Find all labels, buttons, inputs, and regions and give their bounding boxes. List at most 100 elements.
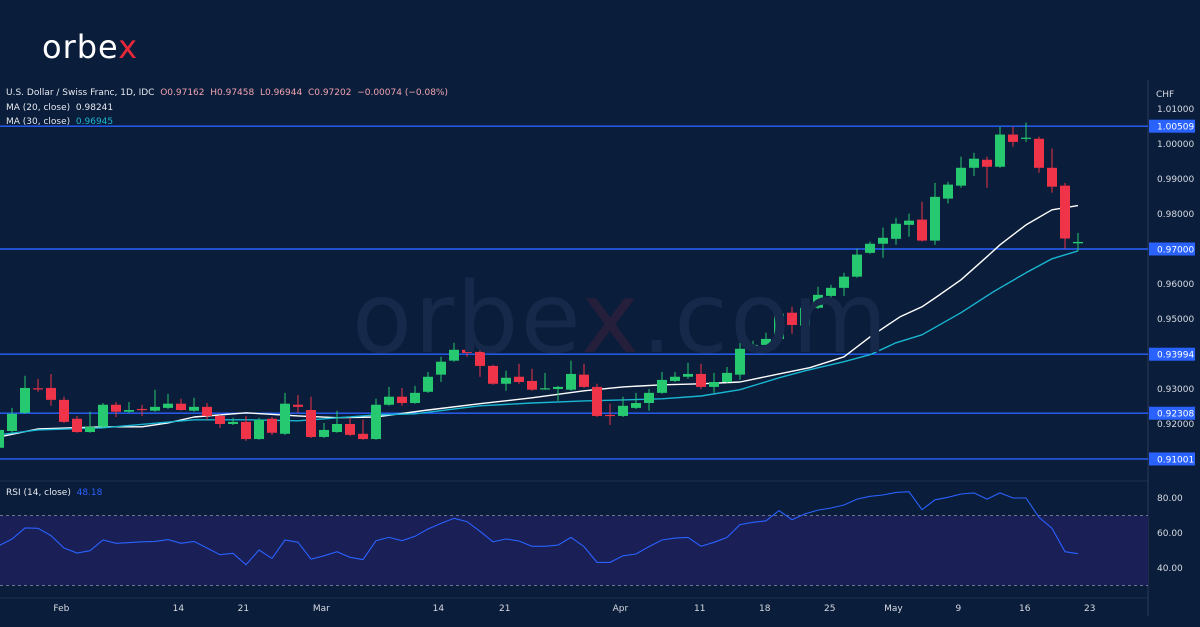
candle-body [605,414,615,417]
candle-body [7,413,17,431]
candle-body [956,167,966,186]
candle-body [59,399,69,422]
candle [176,398,186,411]
ma30-legend: MA (30, close) 0.96945 [6,117,113,127]
candle [358,419,368,440]
candle [800,300,810,333]
candle-body [501,377,511,384]
time-tick-label: Feb [53,604,69,614]
candle [241,415,251,441]
candle-body [1021,137,1031,139]
candle [891,217,901,245]
candle [852,248,862,278]
symbol-name: U.S. Dollar / Swiss Franc, 1D, IDC [6,88,155,98]
candle-body [839,276,849,288]
candle-body [124,410,134,412]
candle [631,392,641,409]
candle-body [670,376,680,381]
time-tick-label: 18 [759,604,771,614]
candle [319,422,329,438]
ohlc-change: −0.00074 (−0.08%) [357,88,448,98]
candle-body [137,408,147,411]
ma20-legend: MA (20, close) 0.98241 [6,103,113,113]
candle-body [696,373,706,387]
candle [735,342,745,380]
candle-body [163,403,173,408]
candle-body [1047,167,1057,187]
candle-body [189,406,199,411]
candle-body [709,382,719,387]
price-tick-label: 0.96000 [1157,280,1194,290]
rsi-label: RSI (14, close) [6,488,71,498]
candle-body [410,392,420,403]
candle-body [150,406,160,411]
candle [449,342,459,362]
candle-body [683,373,693,377]
rsi-legend: RSI (14, close) 48.18 [6,488,102,498]
candle-body [852,254,862,277]
candle [254,417,264,440]
candle-body [722,372,732,382]
candle [1047,148,1057,193]
ohlc-low: L0.96944 [259,88,303,98]
candle-body [488,365,498,384]
candle [462,332,472,357]
candle [748,340,758,349]
ma20-label: MA (20, close) [6,103,71,113]
candle [488,364,498,385]
candle [1021,122,1031,142]
time-tick-label: 14 [173,604,185,614]
candle-body [761,338,771,345]
candle [956,156,966,188]
candle-body [215,415,225,424]
candle-body [228,421,238,424]
candle-body [319,429,329,437]
candle [813,286,823,309]
level-price-badge [1149,452,1195,466]
price-tick-label: 0.95000 [1157,315,1194,325]
price-tick-label: 0.93000 [1157,385,1194,395]
candle [761,332,771,346]
candle-body [72,418,82,433]
candle-body [566,373,576,390]
price-tick-label: 0.98000 [1157,210,1194,220]
candle [774,309,784,340]
candle [696,363,706,389]
candle-body [462,349,472,353]
ohlc-close: C0.97202 [307,88,352,98]
candle-body [345,424,355,435]
candle [475,343,485,377]
rsi-tick-label: 40.00 [1157,564,1183,574]
candle [215,414,225,428]
candle [20,375,30,414]
candle [787,306,797,334]
candle [228,417,238,426]
symbol-legend: U.S. Dollar / Swiss Franc, 1D, IDC O0.97… [6,88,448,98]
candle-body [748,344,758,348]
candle-body [917,219,927,241]
candle [7,407,17,433]
candle-body [358,433,368,440]
orbex-logo: orbex [42,28,139,66]
candle [150,389,160,412]
candle-body [449,349,459,361]
candle [306,396,316,438]
time-tick-label: 16 [1019,604,1031,614]
candle-body [800,307,810,326]
candle-body [384,396,394,405]
candle [59,396,69,423]
candle [605,403,615,426]
candle [566,360,576,391]
candle-body [306,410,316,437]
price-tick-label: 0.99000 [1157,175,1194,185]
candle-body [1034,138,1044,168]
candle-body [865,243,875,253]
candle [527,368,537,391]
candle-body [735,348,745,375]
rsi-band [0,515,1148,586]
candle [0,429,4,448]
candle [1073,232,1083,251]
candle-body [1008,134,1018,142]
price-tick-label: 1.01000 [1157,105,1194,115]
